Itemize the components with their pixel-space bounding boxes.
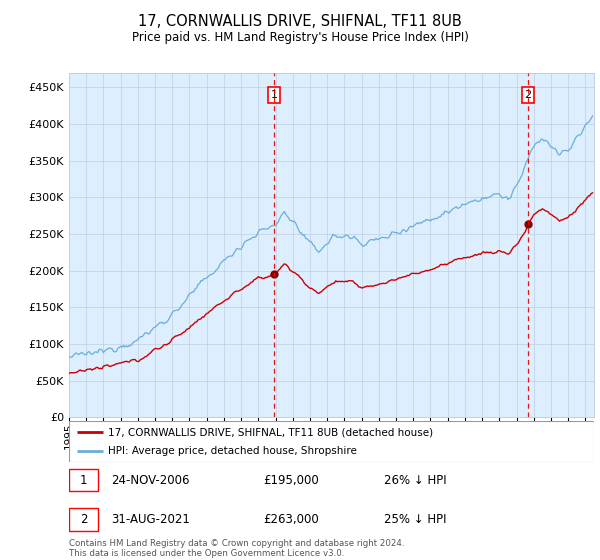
FancyBboxPatch shape	[69, 469, 98, 492]
Text: 1: 1	[80, 474, 87, 487]
Text: £195,000: £195,000	[263, 474, 319, 487]
Text: HPI: Average price, detached house, Shropshire: HPI: Average price, detached house, Shro…	[109, 446, 357, 456]
Text: This data is licensed under the Open Government Licence v3.0.: This data is licensed under the Open Gov…	[69, 549, 344, 558]
Text: 2: 2	[524, 90, 532, 100]
Text: 17, CORNWALLIS DRIVE, SHIFNAL, TF11 8UB: 17, CORNWALLIS DRIVE, SHIFNAL, TF11 8UB	[138, 14, 462, 29]
Text: Contains HM Land Registry data © Crown copyright and database right 2024.: Contains HM Land Registry data © Crown c…	[69, 539, 404, 548]
Text: 25% ↓ HPI: 25% ↓ HPI	[384, 513, 446, 526]
Text: 1: 1	[271, 90, 277, 100]
FancyBboxPatch shape	[69, 508, 98, 531]
Text: 17, CORNWALLIS DRIVE, SHIFNAL, TF11 8UB (detached house): 17, CORNWALLIS DRIVE, SHIFNAL, TF11 8UB …	[109, 427, 433, 437]
Text: 24-NOV-2006: 24-NOV-2006	[111, 474, 190, 487]
Text: £263,000: £263,000	[263, 513, 319, 526]
Text: 2: 2	[80, 513, 87, 526]
Text: 31-AUG-2021: 31-AUG-2021	[111, 513, 190, 526]
Text: Price paid vs. HM Land Registry's House Price Index (HPI): Price paid vs. HM Land Registry's House …	[131, 31, 469, 44]
Text: 26% ↓ HPI: 26% ↓ HPI	[384, 474, 446, 487]
